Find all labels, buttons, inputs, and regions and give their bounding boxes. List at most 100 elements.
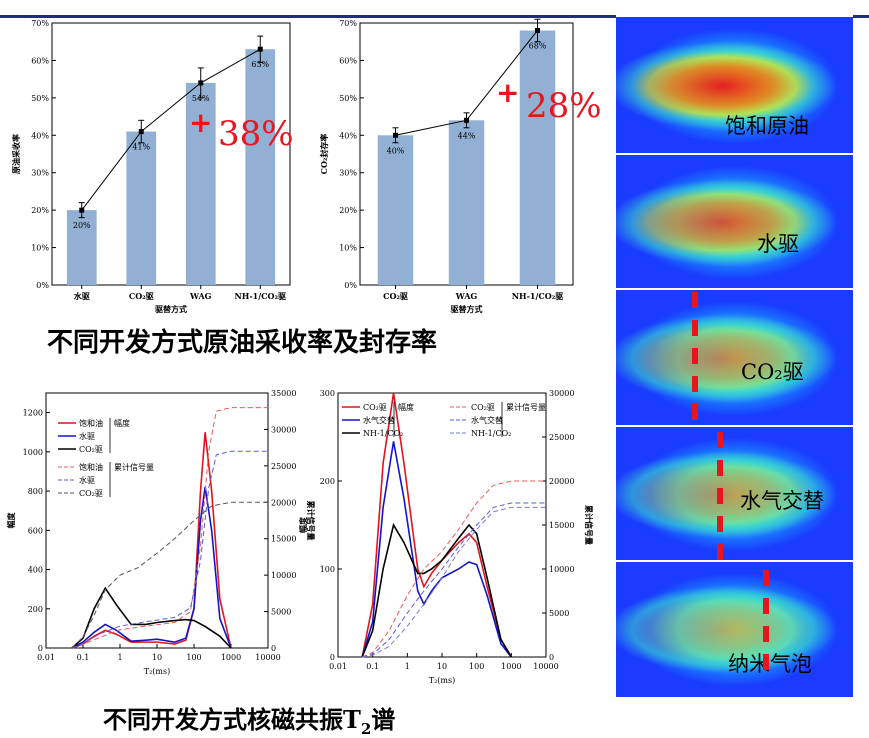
y2-tick-label: 20000	[549, 477, 574, 486]
x-tick-label: 0.01	[37, 653, 55, 662]
data-point	[464, 117, 469, 123]
core-panel-label: 饱和原油	[725, 114, 809, 138]
y-tick-label: 10%	[31, 244, 49, 253]
y-tick-label: 60%	[31, 56, 49, 65]
y-tick-label: 200	[320, 477, 335, 486]
series-line	[362, 480, 546, 658]
x-tick-label: WAG	[189, 291, 212, 301]
legend-label: 水驱	[79, 475, 95, 485]
legend-label: 水气交替	[471, 415, 503, 425]
x-tick-label: NH-1/CO₂驱	[512, 291, 564, 301]
data-point	[257, 46, 263, 52]
legend-label: CO₂驱	[79, 489, 103, 498]
y-tick-label: 60%	[339, 56, 357, 65]
y-tick-label: 800	[28, 487, 43, 496]
x-tick-label: 100	[186, 653, 201, 662]
core-panel	[616, 153, 853, 290]
y2-axis-label: 累计信号量	[584, 505, 594, 545]
y2-tick-label: 10000	[549, 565, 574, 574]
front-dash-line	[763, 570, 769, 680]
top-divider	[0, 15, 869, 18]
data-label: 68%	[529, 41, 547, 50]
y2-tick-label: 15000	[271, 535, 296, 544]
legend-label: CO₂驱	[471, 403, 495, 412]
x-axis-label: T₂(ms)	[429, 676, 455, 685]
x-tick-label: 0.01	[329, 662, 347, 671]
legend-label: CO₂驱	[79, 445, 103, 454]
core-panel-label: 水驱	[757, 232, 799, 256]
series-line	[71, 407, 268, 649]
bar	[185, 82, 216, 285]
y2-tick-label: 0	[549, 653, 554, 662]
data-label: 40%	[387, 146, 405, 155]
series-line	[71, 586, 232, 649]
bar	[66, 210, 97, 285]
x-axis-label: T₂(ms)	[144, 667, 170, 676]
y2-tick-label: 5000	[549, 609, 569, 618]
y2-tick-label: 30000	[271, 425, 296, 434]
y-tick-label: 40%	[339, 131, 357, 140]
data-point	[79, 207, 85, 213]
x-axis-label: 驱替方式	[451, 304, 483, 314]
x-axis-label: 驱替方式	[155, 304, 187, 314]
y-tick-label: 50%	[339, 94, 357, 103]
front-dash-line	[717, 432, 723, 567]
y-axis-label: CO₂封存率	[319, 134, 329, 175]
x-tick-label: CO₂驱	[383, 291, 408, 301]
data-label: 44%	[458, 131, 476, 140]
y-tick-label: 0	[38, 644, 43, 653]
y-tick-label: 300	[320, 389, 335, 398]
legend-label: NH-1/CO₂	[363, 429, 403, 438]
bar	[245, 49, 276, 286]
top-bar	[0, 0, 869, 16]
legend-label: NH-1/CO₂	[471, 429, 511, 438]
bar	[126, 131, 157, 285]
legend-label: 饱和油	[79, 418, 103, 428]
legend-label: 饱和油	[79, 462, 103, 472]
y2-tick-label: 30000	[549, 389, 574, 398]
x-tick-label: 1000	[501, 662, 521, 671]
y-axis-label: 幅度	[298, 516, 308, 533]
x-tick-label: 100	[469, 662, 484, 671]
gain-label-2: 28%	[526, 86, 602, 126]
legend-label: CO₂驱	[363, 403, 387, 412]
legend-group-label: 幅度	[398, 402, 414, 412]
y-tick-label: 0%	[344, 281, 357, 290]
bottom-caption-end: 谱	[371, 705, 396, 734]
y-tick-label: 30%	[339, 169, 357, 178]
x-tick-label: 10000	[255, 653, 280, 662]
y-tick-label: 50%	[31, 94, 49, 103]
y-tick-label: 0	[330, 653, 335, 662]
y-tick-label: 1000	[23, 448, 43, 457]
bottom-caption-T: T	[343, 705, 361, 734]
core-panel-label: 纳米气泡	[728, 652, 812, 676]
nmr-chart-left: 0.01 0.1 1 10 100 1000 10000020040060080010001…	[6, 389, 316, 676]
y2-tick-label: 5000	[271, 608, 291, 617]
y-tick-label: 20%	[339, 206, 357, 215]
legend-group-label: 幅度	[114, 418, 130, 428]
y-tick-label: 40%	[31, 131, 49, 140]
y-tick-label: 600	[28, 526, 43, 535]
y2-tick-label: 0	[271, 644, 276, 653]
front-dash-line	[692, 292, 698, 427]
core-panel-label: 水气交替	[740, 489, 824, 513]
data-point	[198, 80, 204, 86]
data-point	[535, 27, 540, 33]
data-point	[138, 129, 144, 135]
legend-label: 水气交替	[363, 415, 395, 425]
y2-tick-label: 35000	[271, 389, 296, 398]
y-tick-label: 30%	[31, 169, 49, 178]
data-label: 20%	[73, 221, 91, 230]
y2-tick-label: 25000	[549, 433, 574, 442]
y-tick-label: 100	[320, 565, 335, 574]
recovery-bar-chart: 0% 10% 20% 30% 40% 50% 60% 70% 20% 水驱 41% CO₂驱 54% WA…	[11, 19, 291, 314]
y-tick-label: 400	[28, 566, 43, 575]
series-line	[71, 501, 268, 649]
y2-tick-label: 20000	[271, 498, 296, 507]
y-tick-label: 70%	[339, 19, 357, 28]
gain-plus-2: +	[496, 76, 520, 109]
trend-line	[81, 48, 261, 211]
bottom-caption-sub: 2	[360, 719, 372, 738]
bar	[377, 135, 414, 285]
plot-frame	[51, 22, 291, 286]
